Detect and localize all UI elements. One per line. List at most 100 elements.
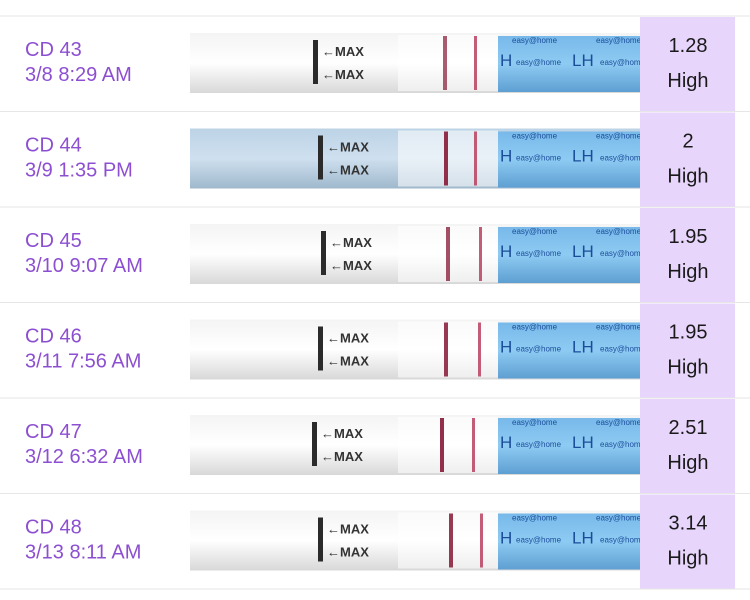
test-datetime: 3/9 1:35 PM <box>25 160 133 182</box>
strip-blue-end <box>498 418 640 474</box>
strip-blue-end <box>498 36 640 92</box>
strip-lh: LH <box>572 529 594 548</box>
cycle-day: CD 45 <box>25 230 82 252</box>
max-marker <box>313 40 318 84</box>
strip-lh: LH <box>572 338 594 357</box>
strip-blue-end <box>498 131 640 188</box>
strip-brand: easy@home <box>512 36 558 45</box>
cycle-day: CD 48 <box>25 517 82 539</box>
strip-brand: easy@home <box>512 323 558 332</box>
max-label: ←MAX <box>321 449 363 464</box>
test-datetime: 3/12 6:32 AM <box>25 446 143 468</box>
result-cell <box>640 494 735 589</box>
strip-brand: easy@home <box>600 440 646 449</box>
test-datetime: 3/10 9:07 AM <box>25 255 143 277</box>
result-cell <box>640 303 735 398</box>
strip-brand: easy@home <box>516 536 562 545</box>
strip-brand: easy@home <box>596 418 642 427</box>
strip-blue-end <box>498 322 640 379</box>
lh-value: 3.14 <box>669 513 708 535</box>
strip-brand: easy@home <box>600 345 646 354</box>
strip-brand: easy@home <box>516 58 562 67</box>
strip-h: H <box>500 51 512 70</box>
test-datetime: 3/11 7:56 AM <box>25 351 141 373</box>
control-line <box>478 322 481 377</box>
lh-value: 1.95 <box>669 322 708 344</box>
lh-level: High <box>667 166 708 188</box>
control-line <box>472 418 475 472</box>
strip-brand: easy@home <box>600 249 646 258</box>
test-line <box>443 36 447 90</box>
strip-brand: easy@home <box>516 249 562 258</box>
lh-level: High <box>667 261 708 283</box>
max-label: ←MAX <box>330 235 372 250</box>
test-line <box>449 513 453 568</box>
result-cell <box>640 17 735 112</box>
strip-blue-end <box>498 513 640 570</box>
strip-lh: LH <box>572 147 594 166</box>
strip-window <box>398 417 498 473</box>
cycle-day: CD 43 <box>25 39 82 61</box>
strip-lh: LH <box>572 51 594 70</box>
strip-h: H <box>500 433 512 452</box>
test-line <box>440 418 444 472</box>
strip-brand: easy@home <box>512 418 558 427</box>
lh-level: High <box>667 452 708 474</box>
strip-brand: easy@home <box>512 227 558 236</box>
strip-brand: easy@home <box>596 36 642 45</box>
test-datetime: 3/8 8:29 AM <box>25 64 132 86</box>
test-line <box>444 131 448 186</box>
max-label: ←MAX <box>322 44 364 59</box>
strip-h: H <box>500 529 512 548</box>
max-label: ←MAX <box>327 354 369 369</box>
lh-value: 1.95 <box>669 226 708 248</box>
max-marker <box>318 135 323 180</box>
lh-value: 2 <box>682 131 693 153</box>
strip-h: H <box>500 242 512 261</box>
strip-lh: LH <box>572 242 594 261</box>
max-label: ←MAX <box>321 426 363 441</box>
result-cell <box>640 399 735 494</box>
max-marker <box>318 326 323 371</box>
strip-brand: easy@home <box>596 323 642 332</box>
lh-level: High <box>667 548 708 570</box>
test-line <box>444 322 448 377</box>
cycle-day: CD 47 <box>25 421 82 443</box>
max-label: ←MAX <box>322 67 364 82</box>
max-marker <box>312 422 317 466</box>
control-line <box>480 513 483 568</box>
strip-brand: easy@home <box>596 227 642 236</box>
strip-brand: easy@home <box>516 154 562 163</box>
max-marker <box>321 231 326 275</box>
strip-brand: easy@home <box>516 345 562 354</box>
max-label: ←MAX <box>327 522 369 537</box>
strip-brand: easy@home <box>600 154 646 163</box>
strip-brand: easy@home <box>596 132 642 141</box>
strip-window <box>398 35 498 91</box>
max-marker <box>318 517 323 562</box>
strip-lh: LH <box>572 433 594 452</box>
lh-level: High <box>667 70 708 92</box>
lh-value: 1.28 <box>669 35 708 57</box>
strip-h: H <box>500 147 512 166</box>
max-label: ←MAX <box>327 163 369 178</box>
strip-blue-end <box>498 227 640 283</box>
lh-level: High <box>667 357 708 379</box>
cycle-day: CD 46 <box>25 326 82 348</box>
strip-brand: easy@home <box>512 132 558 141</box>
control-line <box>479 227 482 281</box>
max-label: ←MAX <box>327 331 369 346</box>
lh-value: 2.51 <box>669 417 708 439</box>
strip-brand: easy@home <box>596 514 642 523</box>
